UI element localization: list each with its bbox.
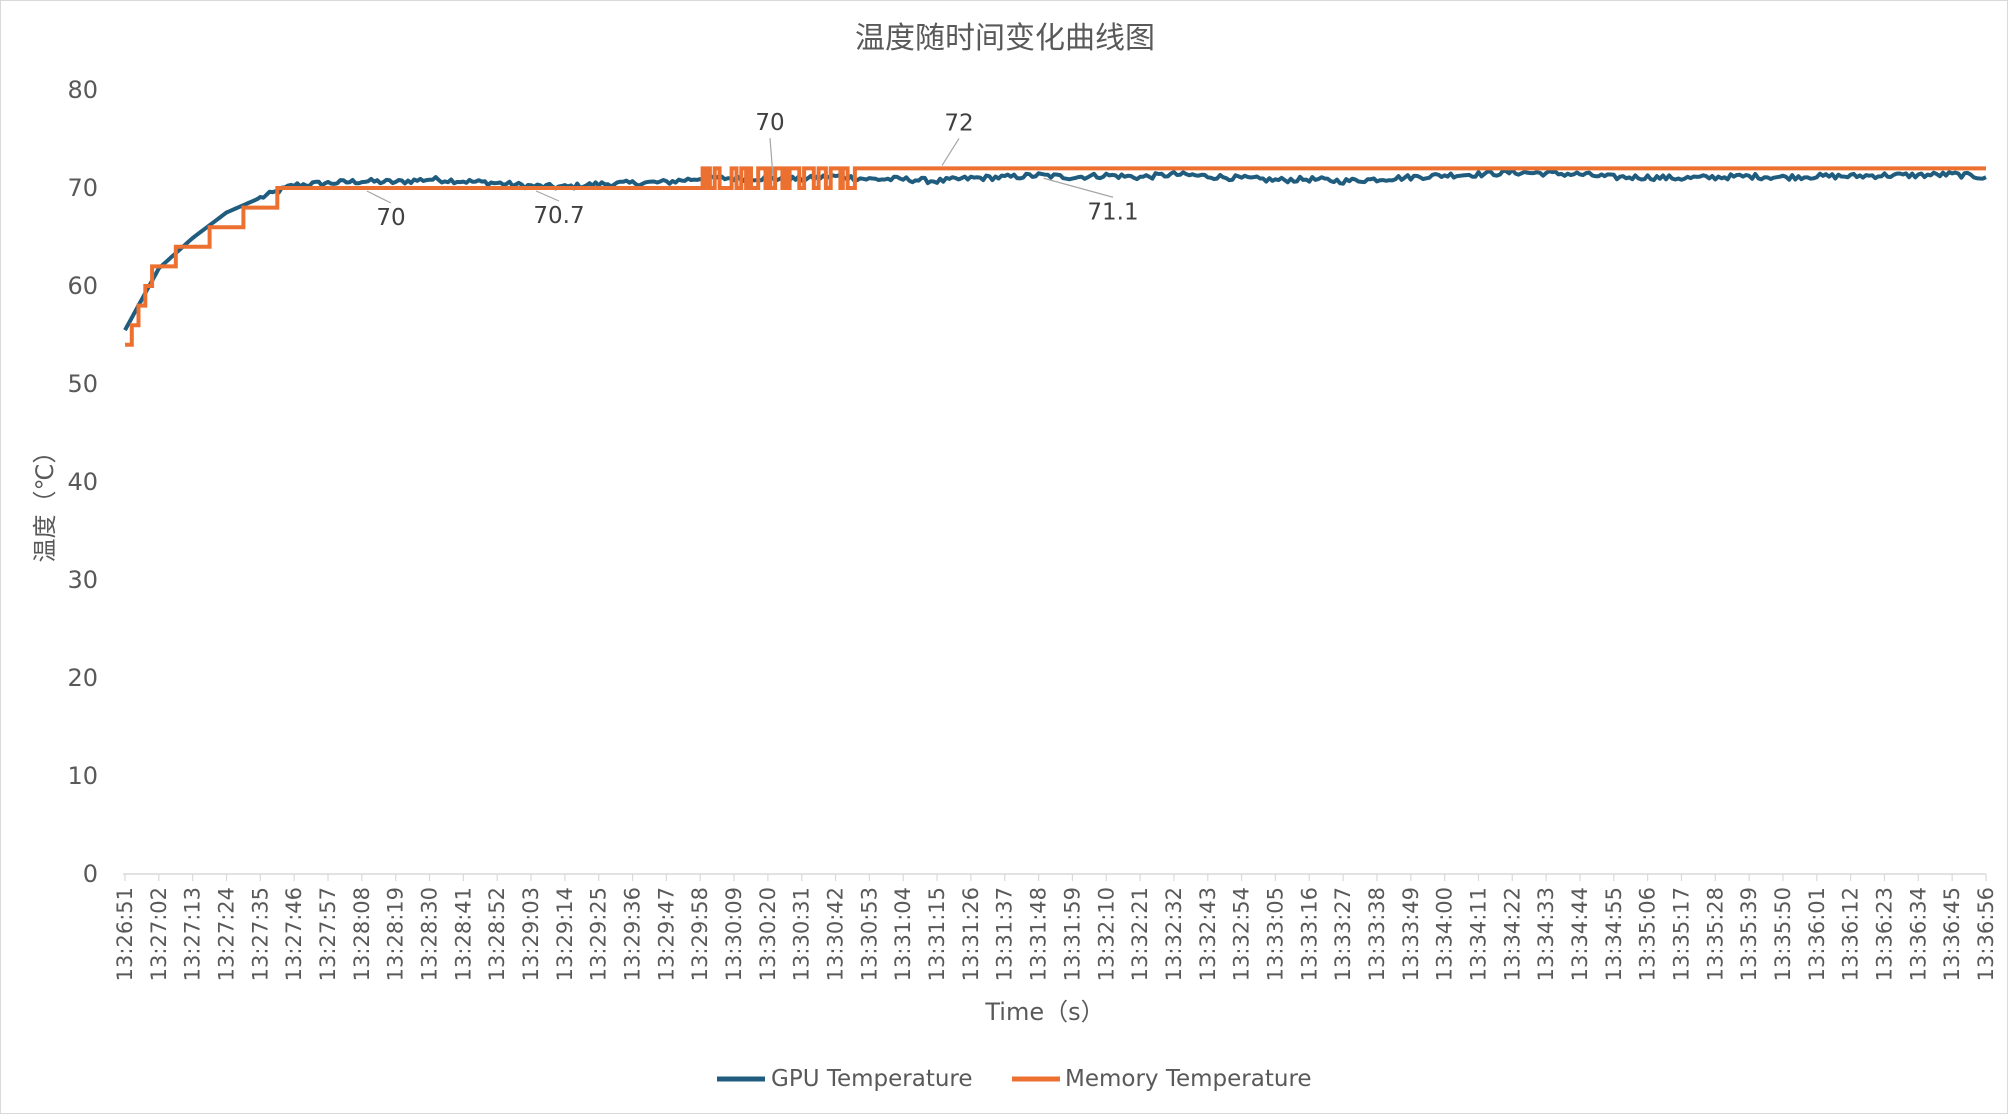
- x-tick-label: 13:36:23: [1872, 887, 1896, 981]
- y-tick-label: 60: [67, 272, 98, 300]
- x-tick-label: 13:32:54: [1230, 887, 1254, 981]
- x-tick-label: 13:27:24: [215, 887, 239, 981]
- x-tick-label: 13:30:09: [722, 887, 746, 981]
- x-tick-label: 13:29:58: [688, 887, 712, 981]
- x-tick-label: 13:33:05: [1263, 887, 1287, 981]
- x-tick-label: 13:28:30: [418, 887, 442, 981]
- x-tick-label: 13:36:45: [1940, 887, 1964, 981]
- x-tick-label: 13:33:27: [1331, 887, 1355, 981]
- x-tick-label: 13:35:28: [1703, 887, 1727, 981]
- x-tick-label: 13:35:39: [1737, 887, 1761, 981]
- x-tick-label: 13:34:33: [1534, 887, 1558, 981]
- x-tick-label: 13:32:32: [1162, 887, 1186, 981]
- legend-label-gpu-temperature: GPU Temperature: [771, 1066, 973, 1092]
- x-axis-label: Time（s）: [984, 998, 1104, 1026]
- x-tick-label: 13:27:13: [181, 887, 205, 981]
- y-tick-label: 50: [67, 370, 98, 398]
- x-tick-label: 13:30:42: [824, 887, 848, 981]
- series-line-memory-temperature: [125, 166, 1986, 347]
- x-tick-label: 13:34:00: [1433, 887, 1457, 981]
- x-tick-label: 13:31:48: [1027, 887, 1051, 981]
- data-label-leader: [769, 138, 774, 176]
- plot-area: [123, 166, 1987, 347]
- series-line-gpu-temperature: [123, 167, 1987, 332]
- x-tick-label: 13:35:06: [1636, 887, 1660, 981]
- x-tick-label: 13:36:01: [1805, 887, 1829, 981]
- x-tick-label: 13:31:37: [993, 887, 1017, 981]
- data-label: 71.1: [1087, 199, 1138, 225]
- x-tick-label: 13:27:35: [248, 887, 272, 981]
- x-tick-label: 13:36:12: [1839, 887, 1863, 981]
- data-label-leader: [366, 190, 392, 204]
- x-tick-label: 13:28:41: [451, 887, 475, 981]
- data-label: 72: [944, 110, 973, 136]
- x-tick-label: 13:31:04: [891, 887, 915, 981]
- x-tick-label: 13:30:31: [790, 887, 814, 981]
- legend: GPU Temperature Memory Temperature: [717, 1066, 1312, 1092]
- x-tick-label: 13:34:11: [1466, 887, 1490, 981]
- x-tick-label: 13:27:02: [147, 887, 171, 981]
- x-tick-label: 13:27:46: [282, 887, 306, 981]
- x-tick-label: 13:26:51: [113, 887, 137, 981]
- y-tick-label: 40: [67, 468, 98, 496]
- y-tick-label: 30: [67, 566, 98, 594]
- data-labels: 70 70.7 70 72 71.1: [366, 110, 1139, 231]
- x-tick-label: 13:29:03: [519, 887, 543, 981]
- x-tick-label: 13:28:19: [384, 887, 408, 981]
- data-label: 70: [376, 205, 405, 231]
- y-axis: 0 10 20 30 40 50 60 70 80: [67, 76, 98, 888]
- x-tick-label: 13:36:34: [1906, 887, 1930, 981]
- x-tick-label: 13:34:22: [1500, 887, 1524, 981]
- x-tick-label: 13:29:14: [553, 887, 577, 981]
- x-tick-label: 13:29:25: [587, 887, 611, 981]
- data-label-leader: [1043, 177, 1114, 198]
- chart-title: 温度随时间变化曲线图: [855, 21, 1155, 56]
- x-tick-label: 13:35:17: [1669, 887, 1693, 981]
- x-tick-label: 13:33:49: [1399, 887, 1423, 981]
- x-tick-label: 13:33:38: [1365, 887, 1389, 981]
- y-axis-label: 温度（℃）: [31, 440, 59, 563]
- x-tick-label: 13:27:57: [316, 887, 340, 981]
- x-tick-label: 13:32:10: [1094, 887, 1118, 981]
- data-label: 70: [755, 110, 784, 136]
- x-tick-label: 13:35:50: [1771, 887, 1795, 981]
- data-label-leader: [535, 190, 560, 202]
- x-tick-label: 13:32:21: [1128, 887, 1152, 981]
- x-tick-label: 13:30:53: [857, 887, 881, 981]
- x-tick-label: 13:31:26: [959, 887, 983, 981]
- y-tick-label: 10: [67, 762, 98, 790]
- x-axis: 13:26:51 13:27:02 13:27:13 13:27:24 13:27:35…: [113, 874, 1998, 981]
- data-label: 70.7: [533, 203, 584, 229]
- x-tick-label: 13:34:44: [1568, 887, 1592, 981]
- x-tick-label: 13:31:59: [1060, 887, 1084, 981]
- x-tick-label: 13:29:47: [654, 887, 678, 981]
- x-tick-label: 13:33:16: [1297, 887, 1321, 981]
- x-tick-label: 13:29:36: [621, 887, 645, 981]
- y-tick-label: 20: [67, 664, 98, 692]
- data-label-leader: [941, 138, 960, 166]
- x-tick-label: 13:30:20: [756, 887, 780, 981]
- x-tick-label: 13:28:52: [485, 887, 509, 981]
- x-tick-label: 13:34:55: [1602, 887, 1626, 981]
- y-tick-label: 70: [67, 174, 98, 202]
- y-tick-label: 80: [67, 76, 98, 104]
- x-tick-label: 13:31:15: [925, 887, 949, 981]
- x-tick-label: 13:28:08: [350, 887, 374, 981]
- y-tick-label: 0: [83, 860, 98, 888]
- x-tick-label: 13:32:43: [1196, 887, 1220, 981]
- x-tick-label: 13:36:56: [1974, 887, 1998, 981]
- legend-label-memory-temperature: Memory Temperature: [1065, 1066, 1312, 1092]
